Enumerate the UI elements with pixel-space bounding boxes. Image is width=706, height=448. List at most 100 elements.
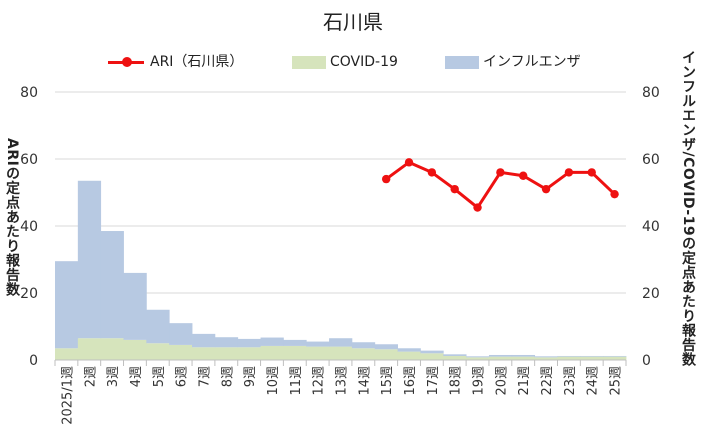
covid-bar-12 xyxy=(306,346,330,360)
legend-ari-label: ARI（石川県） xyxy=(150,54,244,70)
flu-bar-16 xyxy=(397,348,421,352)
covid-bar-19 xyxy=(466,357,490,360)
flu-bar-7 xyxy=(192,333,216,348)
flu-bar-23 xyxy=(557,355,581,357)
flu-bar-4 xyxy=(123,272,147,340)
covid-bar-8 xyxy=(214,347,239,360)
covid-bar-9 xyxy=(237,347,261,360)
x-tick-label-13: 13週 xyxy=(335,366,350,396)
ari-point-8 xyxy=(541,184,551,194)
x-tick-label-12: 12週 xyxy=(312,366,327,396)
x-tick-label-22: 22週 xyxy=(540,366,555,396)
flu-bar-25 xyxy=(603,355,627,357)
covid-bar-16 xyxy=(397,351,421,360)
x-tick-label-8: 8週 xyxy=(220,366,235,387)
x-tick-label-1: 2025/1週 xyxy=(60,366,75,425)
covid-bar-17 xyxy=(420,353,444,360)
legend-covid-swatch xyxy=(292,56,326,69)
y-tick-right-40: 40 xyxy=(642,219,660,235)
y-axis-left-label: ARIの定点あたり報告数 xyxy=(4,138,20,297)
x-tick-label-19: 19週 xyxy=(472,366,487,396)
covid-bar-2 xyxy=(77,338,102,360)
y-tick-right-20: 20 xyxy=(642,286,660,302)
x-tick-label-2: 2週 xyxy=(83,366,98,387)
x-tick-label-20: 20週 xyxy=(494,366,509,396)
x-tick-label-21: 21週 xyxy=(517,366,532,396)
covid-bar-4 xyxy=(123,339,147,360)
covid-bar-14 xyxy=(351,348,376,360)
x-tick-label-3: 3週 xyxy=(106,366,121,387)
covid-bar-21 xyxy=(511,356,536,360)
covid-bar-5 xyxy=(146,343,170,360)
covid-bar-24 xyxy=(580,356,604,360)
ari-point-4 xyxy=(450,184,459,194)
y-tick-right-0: 0 xyxy=(642,353,651,369)
x-tick-label-6: 6週 xyxy=(175,366,190,387)
ari-point-10 xyxy=(587,168,596,177)
covid-bar-23 xyxy=(557,356,581,360)
legend-flu-swatch xyxy=(445,56,479,69)
x-tick-label-7: 7週 xyxy=(197,366,212,387)
ari-point-7 xyxy=(519,171,528,180)
covid-bar-18 xyxy=(443,355,467,360)
x-tick-label-15: 15週 xyxy=(380,366,395,396)
flu-bar-15 xyxy=(374,344,398,350)
flu-bar-22 xyxy=(534,356,558,358)
x-tick-label-16: 16週 xyxy=(403,366,418,396)
flu-bar-17 xyxy=(420,350,444,354)
flu-bar-6 xyxy=(169,323,193,345)
covid-bar-6 xyxy=(169,344,193,360)
y-tick-left-40: 40 xyxy=(20,219,38,235)
flu-bar-11 xyxy=(283,339,307,346)
x-tick-label-18: 18週 xyxy=(449,366,464,396)
x-tick-label-14: 14週 xyxy=(357,366,372,396)
flu-bar-1 xyxy=(55,261,79,349)
covid-bar-3 xyxy=(100,338,124,360)
x-tick-label-4: 4週 xyxy=(129,366,144,387)
flu-bar-9 xyxy=(237,338,261,348)
ari-point-6 xyxy=(496,168,505,177)
covid-bar-11 xyxy=(283,345,307,360)
ari-point-5 xyxy=(473,203,482,212)
covid-bar-7 xyxy=(192,347,216,360)
covid-bar-15 xyxy=(374,349,398,360)
flu-bar-20 xyxy=(488,354,513,357)
x-tick-label-17: 17週 xyxy=(426,366,441,396)
flu-bar-8 xyxy=(214,337,239,348)
y-axis-right-label: インフルエンザ/COVID-19の定点あたり報告数 xyxy=(680,50,696,367)
flu-bar-13 xyxy=(329,338,353,347)
ari-point-9 xyxy=(564,168,574,177)
x-tick-label-23: 23週 xyxy=(563,366,578,396)
flu-bar-2 xyxy=(77,180,102,339)
covid-bar-13 xyxy=(329,346,353,360)
flu-bar-24 xyxy=(580,355,604,357)
x-tick-label-10: 10週 xyxy=(266,366,281,396)
covid-bar-20 xyxy=(488,356,513,360)
y-tick-right-60: 60 xyxy=(642,152,660,168)
y-tick-left-60: 60 xyxy=(20,152,38,168)
flu-bar-12 xyxy=(306,341,330,347)
covid-bar-22 xyxy=(534,357,558,360)
ari-point-3 xyxy=(427,168,437,177)
flu-bar-3 xyxy=(100,231,124,339)
flu-bar-5 xyxy=(146,309,170,344)
y-tick-left-20: 20 xyxy=(20,286,38,302)
chart-title: 石川県 xyxy=(323,10,383,34)
flu-bar-14 xyxy=(351,342,376,349)
x-tick-label-24: 24週 xyxy=(586,366,601,396)
flu-bar-18 xyxy=(443,354,467,356)
x-tick-label-9: 9週 xyxy=(243,366,258,387)
covid-bar-10 xyxy=(260,345,284,360)
ari-point-11 xyxy=(610,189,619,199)
y-tick-left-80: 80 xyxy=(20,85,38,101)
ari-point-2 xyxy=(404,158,414,167)
legend-covid-label: COVID-19 xyxy=(330,54,398,70)
y-tick-left-0: 0 xyxy=(29,353,38,369)
flu-bar-19 xyxy=(466,356,490,358)
x-tick-label-25: 25週 xyxy=(609,366,624,396)
legend-flu-label: インフルエンザ xyxy=(483,54,581,70)
flu-bar-10 xyxy=(260,337,284,346)
flu-bar-21 xyxy=(511,354,536,357)
